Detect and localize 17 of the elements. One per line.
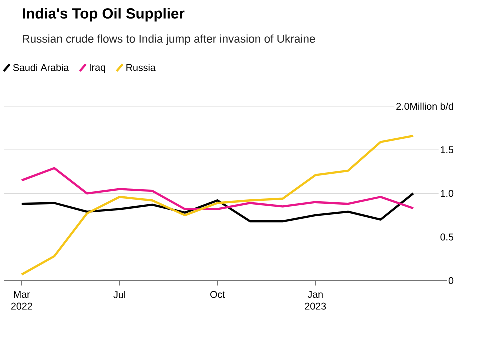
x-tick-label: Jan 2023	[305, 291, 326, 310]
y-tick-label: 1.5	[441, 146, 454, 154]
line-series	[20, 192, 415, 223]
y-tick-label: 0.5	[440, 234, 454, 241]
legend-label: Iraq	[90, 64, 106, 74]
line-series	[20, 167, 415, 210]
line-series	[20, 135, 415, 276]
x-tick-label: Mar 2022	[11, 291, 32, 310]
legend-label: Saudi Arabia	[13, 64, 70, 72]
y-tick-label: 0	[448, 277, 454, 284]
y-tick-label: 1.0	[441, 190, 454, 198]
chart-title: India's Top Oil Supplier	[23, 8, 185, 22]
chart-subtitle: Russian crude flows to India jump after invasion of Ukraine	[23, 34, 316, 46]
legend-label: Russia	[126, 64, 156, 72]
x-tick-label: Oct	[210, 291, 226, 298]
y-tick-label: 2.0Million b/d	[396, 102, 454, 110]
x-tick-label: Jul	[114, 291, 126, 298]
